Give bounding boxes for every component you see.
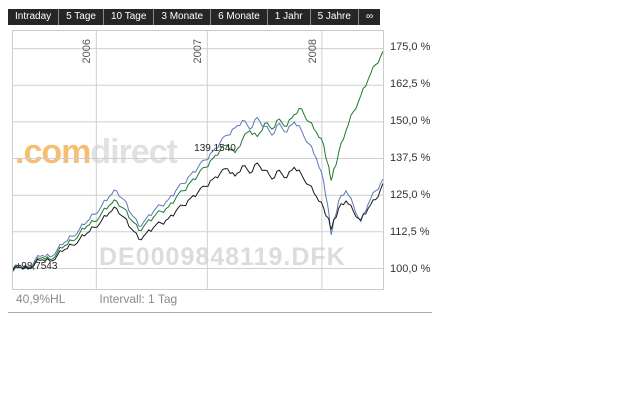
x-axis-year-label: 2006 <box>81 39 94 64</box>
comdirect-watermark: .comdirect <box>15 133 178 172</box>
tab-5-tage[interactable]: 5 Tage <box>59 9 104 25</box>
ytick-label: 150,0 % <box>390 115 431 127</box>
chart-svg <box>13 31 383 289</box>
x-axis-year-label: 2007 <box>192 39 205 64</box>
ytick-label: 112,5 % <box>390 226 430 238</box>
chart-footer: 40,9%HL Intervall: 1 Tag <box>16 292 177 306</box>
chart-widget: Intraday 5 Tage 10 Tage 3 Monate 6 Monat… <box>8 6 432 313</box>
value-annotation: 139,1540 <box>194 142 236 154</box>
watermark-brand-gray: direct <box>90 133 178 171</box>
x-axis-year-label: 2008 <box>306 39 319 64</box>
high-low-range-text: 40,9%HL <box>16 292 66 306</box>
tab-5-jahre[interactable]: 5 Jahre <box>311 9 359 25</box>
y-axis-labels: 175,0 % 162,5 % 150,0 % 137,5 % 125,0 % … <box>390 41 440 275</box>
tab-3-monate[interactable]: 3 Monate <box>154 9 212 25</box>
ytick-label: 175,0 % <box>390 41 431 53</box>
tab-intraday[interactable]: Intraday <box>8 9 60 25</box>
interval-label: Intervall: 1 Tag <box>99 292 178 306</box>
period-tabbar: Intraday 5 Tage 10 Tage 3 Monate 6 Monat… <box>8 9 381 25</box>
ytick-label: 162,5 % <box>390 78 431 90</box>
value-annotation: +98,7543 <box>15 261 58 273</box>
tab-1-jahr[interactable]: 1 Jahr <box>268 9 311 25</box>
tab-10-tage[interactable]: 10 Tage <box>104 9 155 25</box>
ytick-label: 137,5 % <box>390 152 431 164</box>
plot-area: .comdirect DE0009848119.DFK 2006 2007 2008… <box>12 30 384 290</box>
watermark-brand-orange: .com <box>15 133 91 171</box>
ytick-label: 125,0 % <box>390 189 431 201</box>
isin-watermark: DE0009848119.DFK <box>99 243 346 271</box>
ytick-label: 100,0 % <box>390 263 431 275</box>
tab-6-monate[interactable]: 6 Monate <box>211 9 268 25</box>
tab-max-infinity[interactable]: ∞ <box>365 11 374 22</box>
